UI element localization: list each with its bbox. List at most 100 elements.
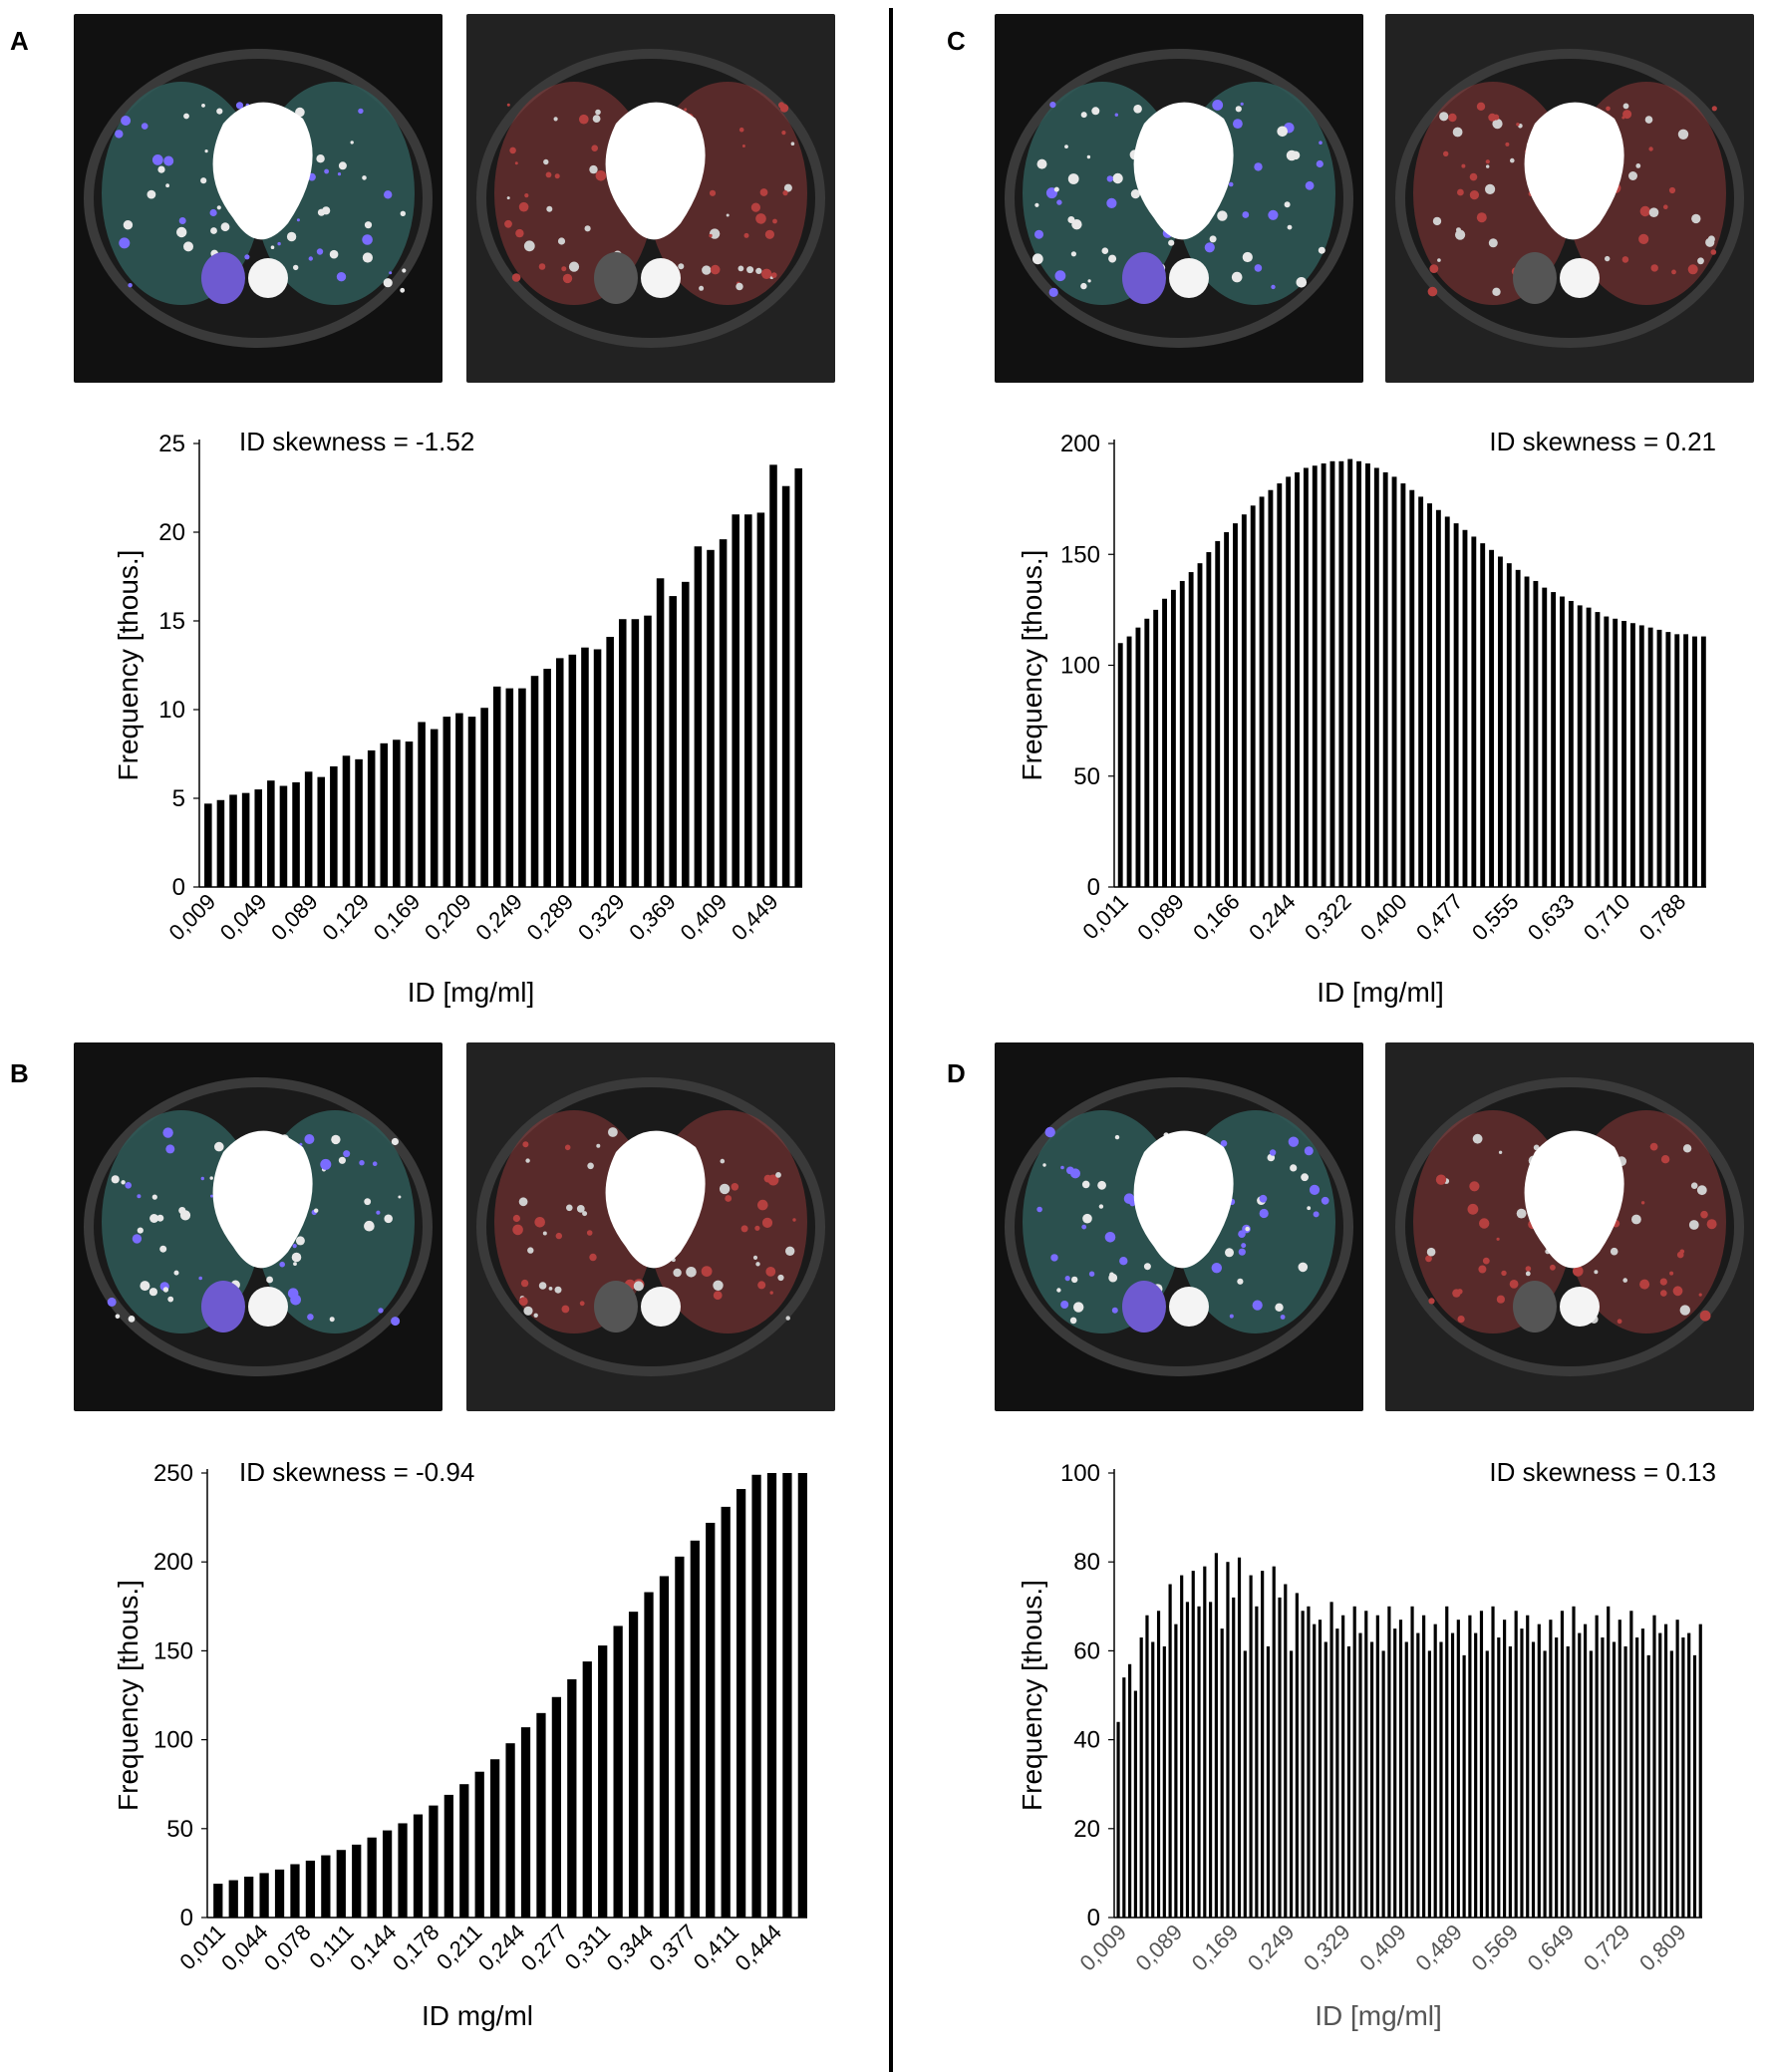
bar bbox=[606, 637, 614, 887]
bar bbox=[1551, 592, 1557, 887]
x-tick-label: 0,444 bbox=[730, 1920, 786, 1976]
x-tick-label: 0,311 bbox=[560, 1920, 615, 1974]
x-tick-label: 0,788 bbox=[1634, 889, 1691, 946]
bar bbox=[732, 514, 739, 887]
bar bbox=[1301, 1611, 1305, 1918]
bar bbox=[744, 514, 752, 887]
skewness-annotation: ID skewness = 0.13 bbox=[1489, 1457, 1716, 1487]
bar bbox=[1427, 1650, 1431, 1918]
bar bbox=[467, 717, 476, 887]
skewness-annotation: ID skewness = -1.52 bbox=[239, 427, 474, 456]
bar bbox=[1652, 1615, 1656, 1918]
bar bbox=[1373, 467, 1379, 887]
y-tick-label: 150 bbox=[1060, 541, 1100, 568]
x-tick-label: 0,489 bbox=[1410, 1920, 1467, 1976]
bar bbox=[1526, 1615, 1530, 1918]
bar bbox=[505, 688, 514, 887]
bar bbox=[1404, 1641, 1408, 1918]
bar bbox=[1286, 476, 1292, 888]
x-axis-title: ID mg/ml bbox=[422, 2000, 533, 2031]
bar bbox=[1692, 1654, 1697, 1918]
bar bbox=[1188, 572, 1194, 887]
bar bbox=[1471, 536, 1477, 887]
bar bbox=[204, 803, 212, 887]
x-tick-label: 0,078 bbox=[259, 1920, 316, 1976]
bar bbox=[1669, 1650, 1673, 1918]
bar bbox=[492, 686, 501, 887]
bar bbox=[675, 1556, 685, 1918]
bar bbox=[1531, 1641, 1536, 1918]
x-tick-label: 0,169 bbox=[369, 889, 426, 946]
bar bbox=[1607, 1606, 1611, 1918]
bar bbox=[1612, 1641, 1617, 1918]
bar bbox=[1572, 1606, 1576, 1918]
bar bbox=[1578, 1632, 1582, 1918]
bar bbox=[1203, 1566, 1207, 1918]
bar bbox=[1364, 1611, 1368, 1918]
y-tick-label: 100 bbox=[1060, 653, 1100, 680]
bar bbox=[1635, 1637, 1639, 1918]
bar bbox=[781, 485, 790, 887]
bar bbox=[1409, 489, 1415, 887]
bar bbox=[1638, 625, 1644, 887]
bar bbox=[1595, 612, 1601, 887]
panel-divider bbox=[889, 8, 893, 2072]
bar bbox=[1542, 587, 1548, 888]
bar bbox=[1197, 563, 1203, 887]
bar bbox=[1117, 643, 1123, 887]
bar bbox=[1439, 1641, 1443, 1918]
y-tick-label: 10 bbox=[158, 697, 185, 724]
bar bbox=[459, 1784, 469, 1918]
bar bbox=[1491, 1606, 1495, 1918]
x-tick-label: 0,569 bbox=[1467, 1920, 1524, 1976]
bar bbox=[1232, 1597, 1236, 1918]
ct-image-c-defect-map bbox=[1385, 14, 1754, 383]
bar bbox=[536, 1712, 546, 1918]
bar bbox=[1583, 1624, 1588, 1918]
bar bbox=[1445, 1606, 1449, 1918]
x-tick-label: 0,710 bbox=[1579, 889, 1635, 946]
x-tick-label: 0,144 bbox=[345, 1920, 402, 1976]
bar bbox=[330, 765, 338, 887]
bar bbox=[1566, 1645, 1570, 1918]
bar bbox=[1303, 467, 1309, 887]
bar bbox=[1179, 580, 1185, 887]
bar bbox=[1462, 1654, 1466, 1918]
bar bbox=[505, 1743, 515, 1918]
bar bbox=[1508, 1645, 1512, 1918]
panel-label-d: D bbox=[947, 1058, 966, 1088]
bar bbox=[1692, 636, 1697, 887]
bar bbox=[1241, 514, 1247, 887]
bar bbox=[1663, 1624, 1668, 1918]
y-tick-label: 60 bbox=[1073, 1637, 1100, 1664]
bar bbox=[1209, 1602, 1213, 1918]
bar bbox=[1456, 1620, 1460, 1918]
bar bbox=[1647, 627, 1653, 887]
y-tick-label: 200 bbox=[153, 1549, 193, 1576]
bar bbox=[1151, 1641, 1155, 1918]
x-tick-label: 0,111 bbox=[304, 1920, 358, 1973]
bar bbox=[1307, 1606, 1311, 1918]
bar bbox=[1220, 1628, 1224, 1918]
y-tick-label: 20 bbox=[158, 519, 185, 546]
bar bbox=[418, 722, 426, 887]
bar bbox=[1589, 1650, 1593, 1918]
bar bbox=[1289, 1650, 1294, 1918]
bar bbox=[1520, 1628, 1524, 1918]
x-tick-label: 0,449 bbox=[727, 889, 783, 946]
bar bbox=[1382, 471, 1388, 887]
panel-label-a: A bbox=[10, 26, 29, 56]
bar bbox=[628, 1612, 639, 1918]
bar bbox=[1433, 1624, 1437, 1918]
bar bbox=[1595, 1615, 1599, 1918]
bar bbox=[455, 713, 463, 887]
bar bbox=[1139, 1637, 1143, 1918]
bar bbox=[1687, 1632, 1691, 1918]
bar bbox=[1462, 529, 1468, 887]
bar bbox=[1128, 1663, 1132, 1918]
bar bbox=[1122, 1677, 1126, 1918]
ct-image-c-overlay bbox=[995, 14, 1363, 383]
x-tick-label: 0,209 bbox=[420, 889, 476, 946]
